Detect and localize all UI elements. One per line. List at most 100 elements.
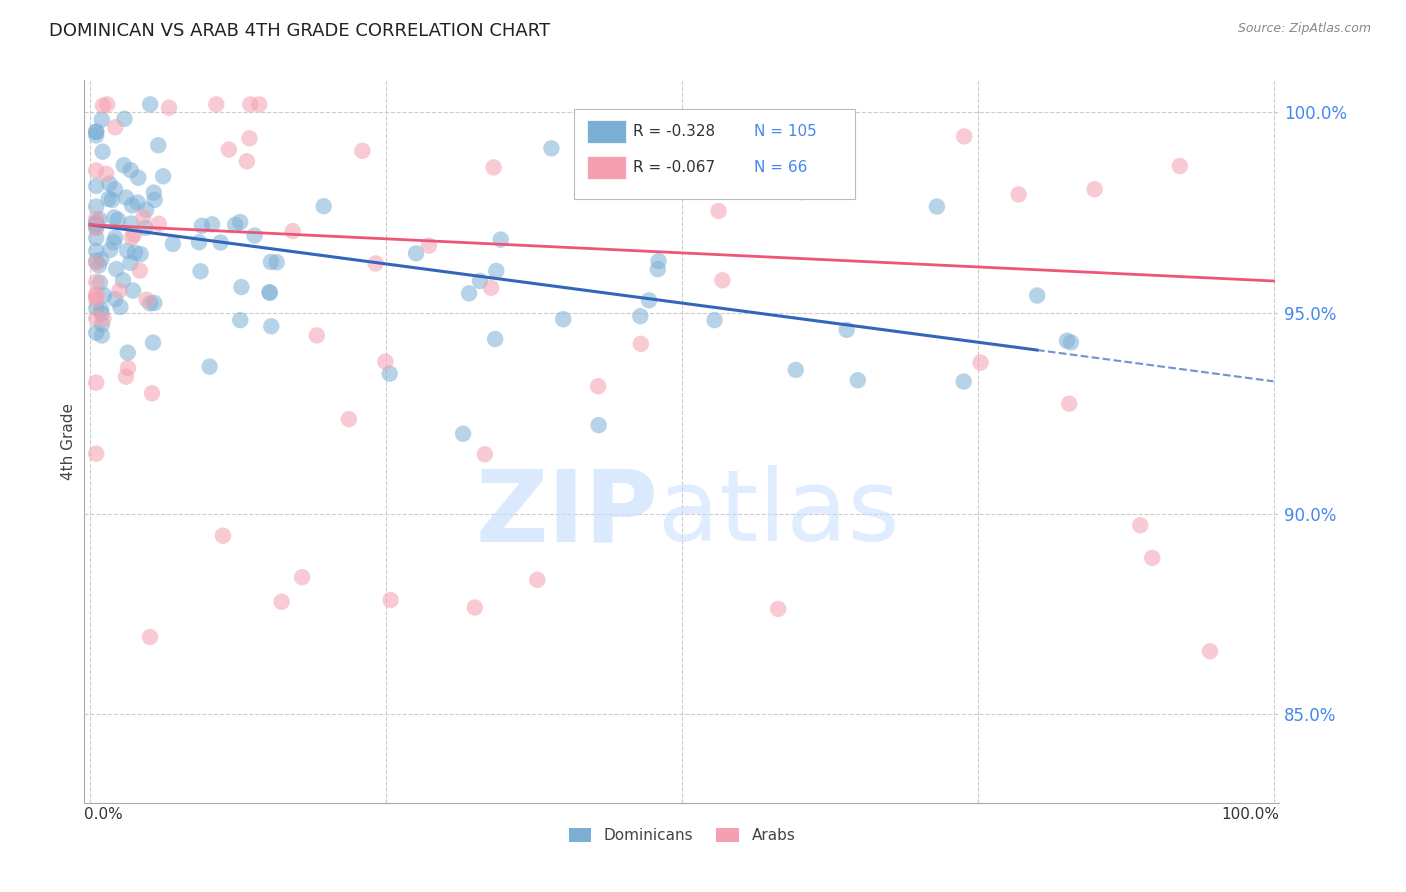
Point — [218, 143, 240, 157]
Point — [120, 217, 142, 231]
Point — [115, 191, 138, 205]
FancyBboxPatch shape — [575, 109, 855, 200]
Point — [120, 163, 142, 178]
Point — [104, 120, 127, 135]
Point — [111, 273, 134, 287]
Point — [236, 154, 259, 169]
Point — [143, 296, 166, 310]
Point — [84, 128, 107, 143]
Point — [104, 292, 127, 306]
Point — [464, 600, 486, 615]
Point — [231, 280, 253, 294]
Text: ZIP: ZIP — [475, 466, 658, 562]
Point — [157, 101, 180, 115]
Point — [1199, 644, 1222, 658]
Point — [91, 98, 114, 112]
Point — [139, 630, 162, 644]
Point — [84, 200, 107, 214]
Text: atlas: atlas — [658, 466, 900, 562]
Point — [84, 211, 107, 226]
Text: Source: ZipAtlas.com: Source: ZipAtlas.com — [1237, 22, 1371, 36]
Point — [135, 293, 157, 307]
Point — [134, 220, 156, 235]
Point — [378, 367, 401, 381]
Point — [84, 220, 107, 235]
Point — [124, 245, 146, 260]
Point — [1084, 182, 1107, 196]
Point — [1129, 518, 1152, 533]
Text: 0.0%: 0.0% — [84, 807, 124, 822]
Point — [103, 235, 125, 250]
Point — [647, 254, 669, 268]
Point — [553, 312, 575, 326]
Point — [484, 332, 506, 346]
Point — [84, 221, 107, 235]
Point — [105, 262, 128, 277]
Point — [224, 218, 246, 232]
Point — [952, 375, 974, 389]
Point — [526, 573, 548, 587]
Point — [96, 167, 118, 181]
Text: R = -0.328: R = -0.328 — [633, 124, 716, 139]
Point — [832, 160, 855, 174]
Point — [337, 412, 360, 426]
Point — [766, 602, 789, 616]
Point — [90, 112, 112, 127]
Point — [374, 355, 396, 369]
Point — [1142, 550, 1164, 565]
Point — [266, 255, 288, 269]
Point — [122, 284, 145, 298]
Point — [243, 228, 266, 243]
Point — [135, 202, 157, 217]
Point — [104, 231, 127, 245]
Point — [142, 335, 165, 350]
Legend: Dominicans, Arabs: Dominicans, Arabs — [562, 822, 801, 849]
Point — [540, 141, 562, 155]
Point — [1056, 334, 1078, 348]
Y-axis label: 4th Grade: 4th Grade — [60, 403, 76, 480]
Point — [405, 246, 427, 260]
Point — [259, 285, 281, 299]
Point — [87, 259, 110, 273]
Point — [84, 178, 107, 193]
Point — [458, 286, 481, 301]
Point — [482, 161, 505, 175]
Point — [84, 215, 107, 229]
Point — [141, 386, 163, 401]
Point — [84, 275, 107, 289]
Point — [1008, 187, 1031, 202]
Point — [93, 288, 115, 302]
Point — [84, 326, 107, 340]
Point — [121, 198, 143, 212]
Point — [101, 193, 124, 207]
Point — [364, 256, 387, 270]
Point — [129, 247, 152, 261]
Point — [188, 235, 211, 250]
Point — [638, 293, 661, 308]
Point — [846, 373, 869, 387]
Text: DOMINICAN VS ARAB 4TH GRADE CORRELATION CHART: DOMINICAN VS ARAB 4TH GRADE CORRELATION … — [49, 22, 550, 40]
Point — [84, 447, 107, 461]
Text: R = -0.067: R = -0.067 — [633, 161, 716, 175]
Point — [291, 570, 314, 584]
Point — [711, 151, 734, 165]
Point — [132, 210, 155, 224]
Point — [259, 285, 281, 300]
Point — [925, 200, 948, 214]
Point — [281, 224, 304, 238]
Text: 100.0%: 100.0% — [1222, 807, 1279, 822]
Point — [90, 252, 112, 267]
Point — [247, 97, 270, 112]
Point — [485, 264, 508, 278]
Point — [352, 144, 374, 158]
Point — [103, 211, 125, 225]
Point — [90, 306, 112, 320]
Point — [84, 218, 107, 232]
Point — [117, 360, 139, 375]
Point — [91, 145, 114, 159]
Point — [1026, 288, 1049, 302]
Point — [1060, 335, 1083, 350]
Point — [84, 293, 107, 307]
Point — [209, 235, 232, 250]
Point — [229, 215, 252, 229]
